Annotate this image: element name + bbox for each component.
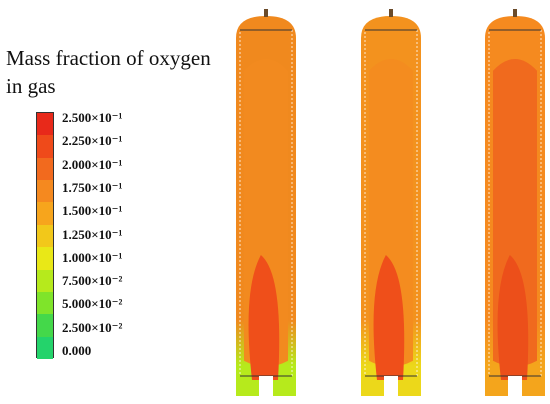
scale-tick-label: 1.750×10⁻¹ (62, 179, 123, 195)
simulation-column-2 (359, 8, 423, 400)
gas-inlet (508, 376, 522, 398)
scale-tick-label: 7.500×10⁻² (62, 273, 123, 289)
oxygen-plume (497, 254, 529, 380)
color-swatch (37, 113, 53, 136)
scale-tick-label: 0.000 (62, 343, 92, 358)
color-swatch (37, 291, 53, 315)
scale-tick-label: 1.500×10⁻¹ (62, 203, 123, 219)
legend-title-line2: in gas (6, 74, 56, 98)
top-nozzle (389, 9, 393, 17)
scale-tick-label: 1.000×10⁻¹ (62, 249, 123, 265)
color-swatch (37, 135, 53, 158)
color-scale-bar (36, 112, 54, 359)
color-swatch (37, 224, 53, 248)
top-nozzle (264, 9, 268, 17)
scale-tick-label: 2.000×10⁻¹ (62, 156, 123, 172)
legend-title: Mass fraction of oxygen in gas (6, 44, 236, 100)
oxygen-plume (373, 254, 405, 380)
scale-tick-label: 2.250×10⁻¹ (62, 133, 123, 149)
color-swatch (37, 247, 53, 270)
color-swatch (37, 157, 53, 181)
scale-tick-label: 2.500×10⁻² (62, 319, 123, 335)
scale-tick-label: 1.250×10⁻¹ (62, 226, 123, 242)
color-swatch (37, 269, 53, 292)
color-swatch (37, 202, 53, 225)
simulation-column-1 (234, 8, 298, 400)
scale-tick-label: 5.000×10⁻² (62, 296, 123, 312)
scale-tick-label: 2.500×10⁻¹ (62, 110, 123, 125)
simulation-column-3 (483, 8, 547, 400)
top-nozzle (513, 9, 517, 17)
color-swatch (37, 314, 53, 337)
color-swatch (37, 336, 53, 359)
oxygen-plume (248, 254, 280, 380)
color-swatch (37, 180, 53, 203)
gas-inlet (384, 376, 398, 398)
gas-inlet (259, 376, 273, 398)
legend-title-line1: Mass fraction of oxygen (6, 46, 211, 70)
